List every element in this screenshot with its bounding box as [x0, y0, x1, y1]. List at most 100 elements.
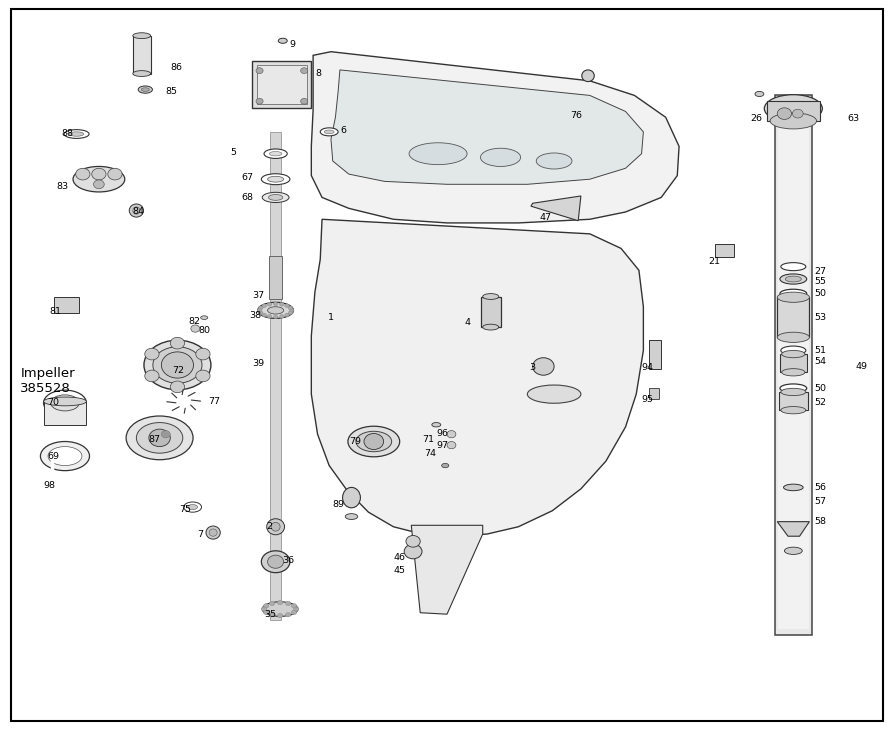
Circle shape [364, 434, 384, 450]
Polygon shape [311, 219, 644, 537]
Text: 84: 84 [133, 207, 145, 217]
Text: 85: 85 [165, 87, 178, 96]
Bar [715, 244, 734, 257]
Text: 57: 57 [814, 497, 827, 507]
Ellipse shape [133, 71, 151, 77]
Bar [270, 132, 281, 620]
Ellipse shape [40, 442, 89, 471]
Ellipse shape [278, 38, 287, 43]
Ellipse shape [780, 384, 806, 393]
Text: 46: 46 [393, 553, 406, 562]
Ellipse shape [73, 166, 125, 192]
Ellipse shape [781, 350, 805, 358]
Text: 47: 47 [540, 213, 552, 223]
Polygon shape [331, 70, 644, 184]
Text: 98: 98 [44, 481, 55, 490]
Text: 77: 77 [207, 397, 220, 406]
Ellipse shape [139, 86, 153, 93]
Text: 1: 1 [328, 313, 334, 322]
Text: 53: 53 [814, 313, 827, 322]
Circle shape [274, 315, 278, 319]
Ellipse shape [780, 407, 805, 414]
Text: 87: 87 [148, 435, 160, 444]
Text: 39: 39 [252, 359, 265, 368]
Ellipse shape [780, 388, 805, 396]
Ellipse shape [267, 307, 283, 314]
Ellipse shape [781, 369, 805, 376]
Ellipse shape [51, 395, 80, 411]
Text: 58: 58 [814, 517, 827, 526]
Circle shape [196, 370, 210, 382]
Circle shape [170, 381, 184, 393]
Ellipse shape [785, 276, 801, 282]
Circle shape [76, 169, 90, 180]
Ellipse shape [348, 426, 400, 457]
Ellipse shape [345, 514, 358, 520]
Circle shape [293, 607, 299, 611]
Circle shape [94, 180, 105, 188]
Circle shape [285, 313, 290, 317]
Text: 88: 88 [62, 128, 73, 138]
Circle shape [196, 348, 210, 360]
Circle shape [404, 545, 422, 558]
Text: 45: 45 [393, 566, 406, 575]
Text: 36: 36 [282, 556, 294, 565]
Bar [269, 255, 282, 299]
Circle shape [258, 306, 263, 310]
Ellipse shape [137, 423, 182, 453]
Circle shape [267, 315, 272, 318]
Text: Impeller: Impeller [21, 367, 75, 380]
Ellipse shape [780, 263, 805, 271]
Text: 49: 49 [856, 362, 868, 371]
Ellipse shape [432, 423, 441, 427]
Text: 6: 6 [340, 126, 346, 135]
Circle shape [291, 604, 297, 608]
Ellipse shape [770, 113, 816, 129]
Ellipse shape [44, 397, 87, 406]
Circle shape [161, 431, 170, 438]
Text: 27: 27 [814, 267, 827, 276]
Text: 35: 35 [264, 610, 276, 619]
Text: 63: 63 [847, 114, 859, 123]
Circle shape [792, 110, 803, 118]
Ellipse shape [200, 316, 207, 320]
Circle shape [269, 602, 274, 606]
Ellipse shape [320, 128, 338, 136]
Ellipse shape [262, 192, 289, 202]
Circle shape [300, 99, 308, 104]
Circle shape [285, 602, 291, 606]
Ellipse shape [777, 292, 809, 302]
Ellipse shape [130, 204, 144, 217]
Text: 7: 7 [197, 529, 203, 539]
Bar [44, 402, 87, 425]
Bar [778, 101, 808, 629]
Circle shape [145, 348, 159, 360]
Ellipse shape [70, 132, 84, 137]
Ellipse shape [141, 88, 149, 91]
Bar [649, 340, 662, 369]
Circle shape [257, 309, 262, 312]
Text: 94: 94 [642, 364, 654, 372]
Circle shape [262, 313, 266, 317]
Text: 50: 50 [814, 289, 827, 298]
Ellipse shape [264, 149, 287, 158]
Ellipse shape [266, 519, 284, 535]
Text: 52: 52 [814, 399, 827, 407]
Ellipse shape [44, 390, 87, 415]
Text: 385528: 385528 [21, 382, 72, 395]
Circle shape [145, 370, 159, 382]
Circle shape [300, 68, 308, 74]
Circle shape [190, 325, 199, 332]
Ellipse shape [780, 274, 806, 284]
Text: 82: 82 [188, 317, 200, 326]
Text: 8: 8 [315, 69, 321, 78]
Text: 89: 89 [333, 500, 345, 510]
Bar [649, 388, 660, 399]
Circle shape [288, 306, 292, 310]
Text: 96: 96 [436, 429, 448, 438]
Bar [55, 296, 80, 312]
Text: 72: 72 [172, 366, 184, 375]
Ellipse shape [480, 148, 520, 166]
Ellipse shape [271, 523, 280, 531]
Ellipse shape [267, 556, 283, 568]
